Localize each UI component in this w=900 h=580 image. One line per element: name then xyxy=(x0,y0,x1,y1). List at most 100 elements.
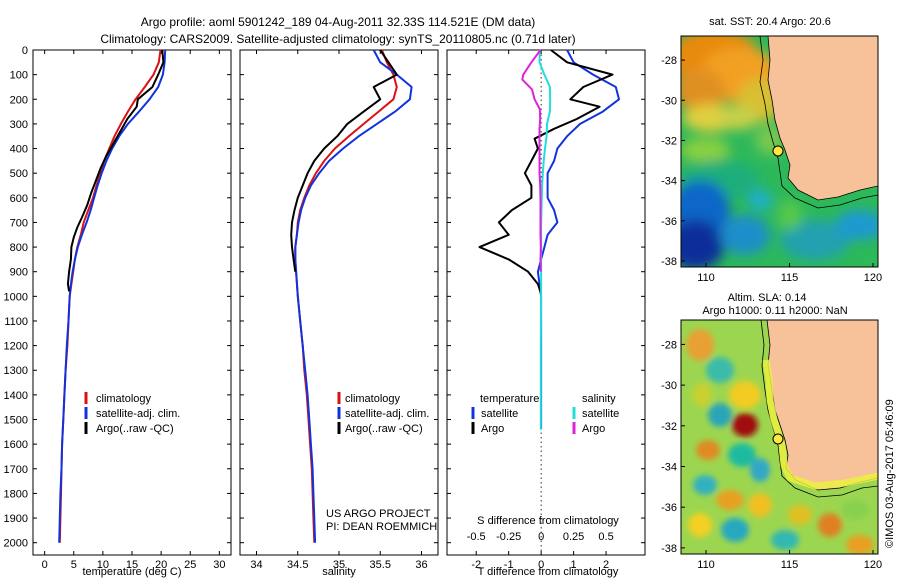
series-line-salinity-argo xyxy=(521,49,542,272)
depth-tick-label: 1200 xyxy=(4,341,28,353)
sla-map-title-line2: Argo h1000: 0.11 h2000: NaN xyxy=(702,305,847,317)
legend-label-satellite: satellite-adj. clim. xyxy=(345,408,429,420)
x-tick-label: 35.5 xyxy=(370,559,391,571)
depth-tick-label: 200 xyxy=(10,94,28,106)
series-line-salinity-satellite xyxy=(538,49,552,430)
map-lon-label: 120 xyxy=(864,272,882,284)
series-line-temperature-satellite xyxy=(536,49,620,430)
legend-label-climatology: climatology xyxy=(345,393,401,405)
s-difference-label: S difference from climatology xyxy=(477,515,619,527)
depth-tick-label: 2000 xyxy=(4,538,28,550)
legend-label-sal-argo: Argo xyxy=(582,423,605,435)
x-tick-label: 15 xyxy=(126,559,138,571)
legend-label-satellite: satellite-adj. clim. xyxy=(96,408,180,420)
legend-temperature-heading: temperature xyxy=(480,393,539,405)
sla-argo-marker xyxy=(772,433,784,445)
series-line-satellite-adj-clim xyxy=(294,49,413,543)
sst-land-mask xyxy=(767,36,878,201)
salinity-diff-tick-label: 0.5 xyxy=(598,531,613,543)
map-lat-label: -34 xyxy=(661,462,677,474)
series-line-temperature-argo xyxy=(478,49,614,295)
series-line-climatology xyxy=(58,49,162,543)
sst-map: sat. SST: 20.4 Argo: 20.6 xyxy=(661,16,882,284)
salinity-legend: climatology satellite-adj. clim. Argo(..… xyxy=(337,392,429,435)
depth-tick-label: 1500 xyxy=(4,415,28,427)
x-tick-label: 35 xyxy=(333,559,345,571)
legend-label-temp-satellite: satellite xyxy=(481,408,518,420)
series-line-satellite-adj-clim xyxy=(58,49,167,543)
x-tick-label: -1 xyxy=(504,559,514,571)
x-tick-label: -2 xyxy=(471,559,481,571)
legend-label-climatology: climatology xyxy=(96,393,152,405)
salinity-x-ticks: 34 34.5 35 35.5 36 xyxy=(250,50,428,571)
sla-isobath-line xyxy=(760,320,878,498)
salinity-x-label: salinity xyxy=(322,566,356,578)
depth-tick-label: 600 xyxy=(10,193,28,205)
depth-tick-label: 1900 xyxy=(4,513,28,525)
t-difference-label: T difference from climatology xyxy=(478,566,619,578)
temperature-x-label: temperature (deg C) xyxy=(82,566,181,578)
sst-map-field xyxy=(681,36,878,267)
depth-tick-label: 500 xyxy=(10,168,28,180)
map-lon-label: 115 xyxy=(781,559,799,571)
x-tick-label: 10 xyxy=(97,559,109,571)
map-lon-label: 110 xyxy=(697,559,715,571)
pi-label: PI: DEAN ROEMMICH xyxy=(326,521,437,533)
depth-tick-label: 900 xyxy=(10,267,28,279)
difference-salinity-ticks: -0.5 -0.25 0 0.25 0.5 xyxy=(467,531,614,543)
sst-map-frame xyxy=(680,35,879,268)
sla-map-field xyxy=(681,320,878,554)
map-lat-label: -38 xyxy=(661,543,677,555)
temperature-panel-frame xyxy=(32,49,232,556)
x-tick-label: 20 xyxy=(155,559,167,571)
salinity-diff-tick-label: 0 xyxy=(538,531,544,543)
series-line-argo-raw-qc xyxy=(66,49,165,292)
map-lat-label: -34 xyxy=(661,176,677,188)
sla-map-axes: 110 115 120 -28 -30 -32 -34 -36 -38 xyxy=(661,339,882,571)
sst-map-title: sat. SST: 20.4 Argo: 20.6 xyxy=(709,16,831,28)
map-lat-label: -28 xyxy=(661,339,677,351)
sla-map-title-line1: Altim. SLA: 0.14 xyxy=(728,292,807,304)
depth-tick-label: 1400 xyxy=(4,390,28,402)
sla-anomaly-blobs xyxy=(686,329,874,554)
salinity-panel-frame xyxy=(239,49,439,556)
map-lon-label: 115 xyxy=(781,272,799,284)
map-lat-label: -30 xyxy=(661,95,677,107)
x-tick-label: 0 xyxy=(42,559,48,571)
difference-legend: temperature satellite Argo salinity sate… xyxy=(471,393,619,435)
salinity-diff-tick-label: -0.25 xyxy=(496,531,521,543)
project-label: US ARGO PROJECT xyxy=(326,508,431,520)
depth-tick-label: 1100 xyxy=(4,316,28,328)
map-lon-label: 110 xyxy=(697,272,715,284)
salinity-diff-tick-label: -0.5 xyxy=(467,531,486,543)
legend-label-temp-argo: Argo xyxy=(481,423,504,435)
x-tick-label: 36 xyxy=(415,559,427,571)
sla-map-frame xyxy=(680,319,879,555)
x-tick-label: 25 xyxy=(184,559,196,571)
map-lat-label: -28 xyxy=(661,55,677,67)
depth-tick-label: 800 xyxy=(10,242,28,254)
sla-shelf-band xyxy=(762,359,878,490)
map-lat-label: -36 xyxy=(661,502,677,514)
depth-axis: 0 100 200 300 400 500 600 700 800 900 1000 1100 1200… xyxy=(4,45,645,550)
depth-tick-label: 1300 xyxy=(4,365,28,377)
legend-salinity-heading: salinity xyxy=(582,393,616,405)
sst-temperature-blobs xyxy=(681,36,878,267)
salinity-series xyxy=(290,49,413,543)
sla-map: Altim. SLA: 0.14 Argo h1000: 0.11 h2000:… xyxy=(661,292,882,571)
depth-tick-label: 0 xyxy=(22,45,28,57)
depth-tick-label: 300 xyxy=(10,119,28,131)
map-lat-label: -36 xyxy=(661,216,677,228)
difference-series xyxy=(478,49,620,430)
depth-tick-label: 1000 xyxy=(4,291,28,303)
depth-tick-label: 1700 xyxy=(4,464,28,476)
legend-label-sal-satellite: satellite xyxy=(582,408,619,420)
map-lat-label: -38 xyxy=(661,256,677,268)
difference-x-ticks: -2 -1 0 1 2 xyxy=(471,50,609,571)
figure-title-line2: Climatology: CARS2009. Satellite-adjuste… xyxy=(100,32,575,46)
temperature-x-ticks: 0 5 10 15 20 25 30 xyxy=(42,50,225,571)
sst-isobath-line xyxy=(759,36,878,209)
map-lon-label: 120 xyxy=(864,559,882,571)
series-line-argo-raw-qc xyxy=(290,49,398,272)
